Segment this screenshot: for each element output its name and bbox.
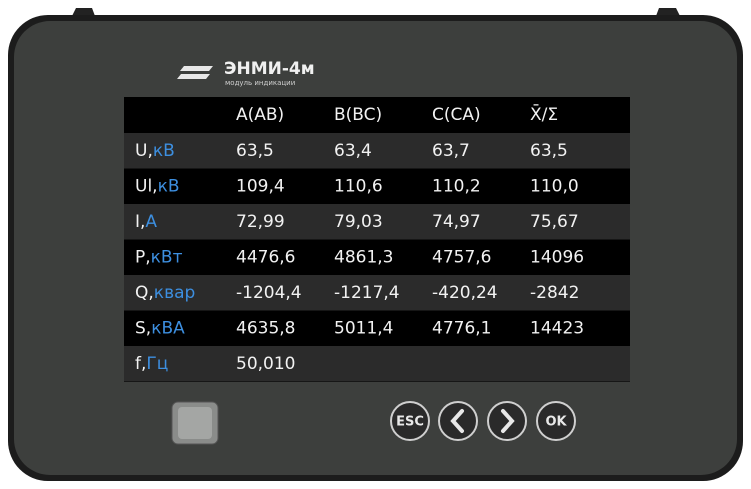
cell-value: 4635,8 (236, 318, 295, 338)
row-label: f,Гц (135, 354, 168, 374)
cell-value: 63,5 (530, 141, 568, 161)
unit: А (145, 212, 157, 232)
row-background (124, 346, 630, 382)
quantity: S, (135, 318, 151, 338)
cell-value: 5011,4 (334, 318, 393, 338)
column-header: A(AB) (236, 105, 284, 125)
quantity: U, (135, 141, 153, 161)
cell-value: -1204,4 (236, 283, 302, 303)
quantity: I, (135, 212, 145, 232)
quantity: Ul, (135, 176, 158, 196)
unit: кВт (151, 247, 183, 267)
cell-value: 4861,3 (334, 247, 393, 267)
cell-value: 74,97 (432, 212, 481, 232)
row-label: I,А (135, 212, 157, 232)
cell-value: 109,4 (236, 176, 285, 196)
cell-value: 50,010 (236, 354, 295, 374)
row-label: P,кВт (135, 247, 183, 267)
cell-value: -1217,4 (334, 283, 400, 303)
button-label: ESC (396, 415, 424, 430)
row-label: Ul,кВ (135, 176, 180, 196)
cell-value: 4476,6 (236, 247, 295, 267)
cell-value: 4776,1 (432, 318, 491, 338)
cell-value: 110,0 (530, 176, 579, 196)
cell-value: 63,7 (432, 141, 470, 161)
logo-title: ЭНМИ-4м (224, 59, 315, 79)
cell-value: 4757,6 (432, 247, 491, 267)
cell-value: 14423 (530, 318, 584, 338)
quantity: Q, (135, 283, 154, 303)
unit: кВ (153, 141, 175, 161)
column-header: C(CA) (432, 105, 481, 125)
cell-value: 14096 (530, 247, 584, 267)
esc-button[interactable]: ESC (391, 402, 429, 440)
unit: кВ (158, 176, 180, 196)
power-button-face (178, 407, 212, 439)
cell-value: 79,03 (334, 212, 383, 232)
cell-value: -2842 (530, 283, 579, 303)
cell-value: 72,99 (236, 212, 285, 232)
column-header: X̄/Σ (530, 103, 558, 125)
quantity: P, (135, 247, 151, 267)
cell-value: 110,6 (334, 176, 383, 196)
left-button[interactable] (439, 402, 477, 440)
quantity: f, (135, 354, 146, 374)
cell-value: 63,4 (334, 141, 372, 161)
right-button[interactable] (488, 402, 526, 440)
unit: кВА (151, 318, 185, 338)
cell-value: 110,2 (432, 176, 481, 196)
cell-value: 63,5 (236, 141, 274, 161)
row-label: S,кВА (135, 318, 185, 338)
row-label: Q,квар (135, 283, 195, 303)
unit: квар (154, 283, 196, 303)
button-label: OK (545, 415, 567, 430)
logo-subtitle: модуль индикации (225, 79, 295, 87)
cell-value: -420,24 (432, 283, 498, 303)
unit: Гц (146, 354, 168, 374)
row-label: U,кВ (135, 141, 175, 161)
ok-button[interactable]: OK (537, 402, 575, 440)
device: ЭНМИ-4м модуль индикации A(AB) B(BC) C(CA)… (0, 0, 751, 489)
column-header: B(BC) (334, 105, 382, 125)
cell-value: 75,67 (530, 212, 579, 232)
